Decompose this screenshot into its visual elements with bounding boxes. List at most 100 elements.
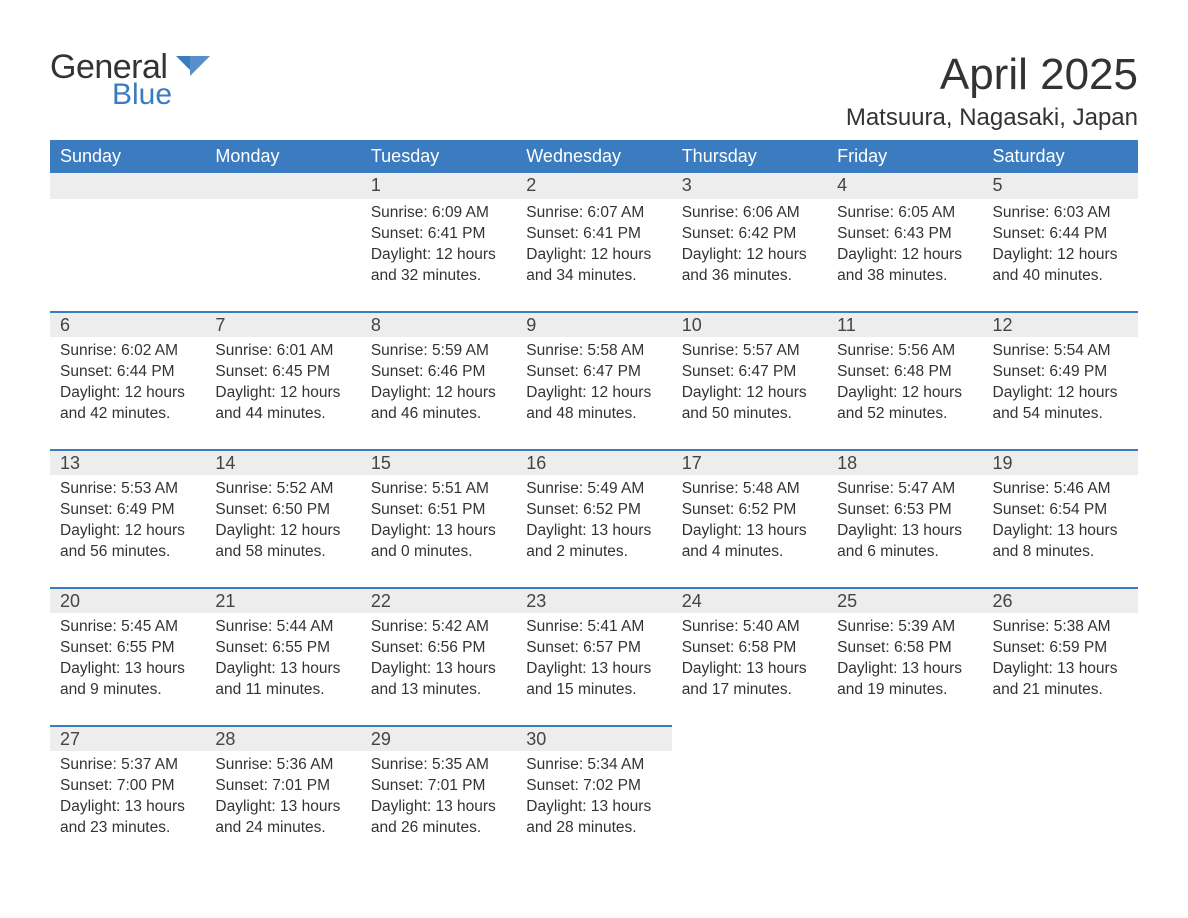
day-cell: 14Sunrise: 5:52 AMSunset: 6:50 PMDayligh… [205,449,360,587]
day-cell: 24Sunrise: 5:40 AMSunset: 6:58 PMDayligh… [672,587,827,725]
day-cell: 12Sunrise: 5:54 AMSunset: 6:49 PMDayligh… [983,311,1138,449]
sunrise-text: Sunrise: 5:34 AM [526,755,661,776]
day-body: Sunrise: 6:01 AMSunset: 6:45 PMDaylight:… [205,337,360,435]
day-body: Sunrise: 5:59 AMSunset: 6:46 PMDaylight:… [361,337,516,435]
daylight-text: Daylight: 12 hours and 38 minutes. [837,245,972,287]
day-body: Sunrise: 5:38 AMSunset: 6:59 PMDaylight:… [983,613,1138,711]
day-number-bar: 29 [361,725,516,751]
day-number-bar: 10 [672,311,827,337]
sunset-text: Sunset: 6:44 PM [993,224,1128,245]
sunrise-text: Sunrise: 5:41 AM [526,617,661,638]
day-cell: 2Sunrise: 6:07 AMSunset: 6:41 PMDaylight… [516,173,671,311]
day-body: Sunrise: 5:45 AMSunset: 6:55 PMDaylight:… [50,613,205,711]
sunset-text: Sunset: 7:00 PM [60,776,195,797]
daylight-text: Daylight: 12 hours and 56 minutes. [60,521,195,563]
sunrise-text: Sunrise: 5:37 AM [60,755,195,776]
sunrise-text: Sunrise: 6:09 AM [371,203,506,224]
sunset-text: Sunset: 6:47 PM [526,362,661,383]
sunset-text: Sunset: 6:51 PM [371,500,506,521]
day-body: Sunrise: 5:57 AMSunset: 6:47 PMDaylight:… [672,337,827,435]
day-cell: 17 Sunrise: 5:48 AMSunset: 6:52 PMDayligh… [672,449,827,587]
week-row: 20Sunrise: 5:45 AMSunset: 6:55 PMDayligh… [50,587,1138,725]
day-body: Sunrise: 5:44 AMSunset: 6:55 PMDaylight:… [205,613,360,711]
sunset-text: Sunset: 6:43 PM [837,224,972,245]
day-number-bar: 2 [516,173,671,199]
day-body: Sunrise: 5:53 AMSunset: 6:49 PMDaylight:… [50,475,205,573]
day-cell: 22Sunrise: 5:42 AMSunset: 6:56 PMDayligh… [361,587,516,725]
day-number-bar: 4 [827,173,982,199]
weekday-header: Saturday [983,140,1138,173]
daylight-text: Daylight: 13 hours and 23 minutes. [60,797,195,839]
location-subtitle: Matsuura, Nagasaki, Japan [846,104,1138,132]
sunset-text: Sunset: 6:53 PM [837,500,972,521]
day-number-bar: 7 [205,311,360,337]
sunset-text: Sunset: 6:57 PM [526,638,661,659]
day-number-bar: 1 [361,173,516,199]
daylight-text: Daylight: 12 hours and 50 minutes. [682,383,817,425]
titles: April 2025 Matsuura, Nagasaki, Japan [846,50,1138,132]
day-body: Sunrise: 5:51 AMSunset: 6:51 PMDaylight:… [361,475,516,573]
sunrise-text: Sunrise: 5:39 AM [837,617,972,638]
sunrise-text: Sunrise: 6:05 AM [837,203,972,224]
sunset-text: Sunset: 6:45 PM [215,362,350,383]
day-body: Sunrise: 5:37 AMSunset: 7:00 PMDaylight:… [50,751,205,849]
day-number-bar: 13 [50,449,205,475]
day-cell [983,725,1138,863]
sunset-text: Sunset: 6:52 PM [682,500,817,521]
sunrise-text: Sunrise: 5:52 AM [215,479,350,500]
daylight-text: Daylight: 12 hours and 52 minutes. [837,383,972,425]
day-cell [50,173,205,311]
daylight-text: Daylight: 12 hours and 34 minutes. [526,245,661,287]
day-number-bar: 23 [516,587,671,613]
day-number-bar: 20 [50,587,205,613]
sunrise-text: Sunrise: 5:58 AM [526,341,661,362]
day-body: Sunrise: 6:03 AMSunset: 6:44 PMDaylight:… [983,199,1138,297]
day-number-bar: 21 [205,587,360,613]
day-cell: 9Sunrise: 5:58 AMSunset: 6:47 PMDaylight… [516,311,671,449]
day-cell [827,725,982,863]
day-cell: 25Sunrise: 5:39 AMSunset: 6:58 PMDayligh… [827,587,982,725]
day-body: Sunrise: 5:49 AMSunset: 6:52 PMDaylight:… [516,475,671,573]
daylight-text: Daylight: 13 hours and 28 minutes. [526,797,661,839]
day-body: Sunrise: 5:35 AMSunset: 7:01 PMDaylight:… [361,751,516,849]
day-number-bar: 30 [516,725,671,751]
day-body: Sunrise: 5:41 AMSunset: 6:57 PMDaylight:… [516,613,671,711]
daylight-text: Daylight: 12 hours and 42 minutes. [60,383,195,425]
day-cell: 4 Sunrise: 6:05 AMSunset: 6:43 PMDaylight… [827,173,982,311]
sunset-text: Sunset: 7:02 PM [526,776,661,797]
day-number-bar: 19 [983,449,1138,475]
week-row: 6Sunrise: 6:02 AMSunset: 6:44 PMDaylight… [50,311,1138,449]
day-number-bar: 16 [516,449,671,475]
daylight-text: Daylight: 12 hours and 44 minutes. [215,383,350,425]
daylight-text: Daylight: 13 hours and 11 minutes. [215,659,350,701]
day-cell: 27Sunrise: 5:37 AMSunset: 7:00 PMDayligh… [50,725,205,863]
daylight-text: Daylight: 12 hours and 46 minutes. [371,383,506,425]
sunrise-text: Sunrise: 6:03 AM [993,203,1128,224]
day-cell: 26Sunrise: 5:38 AMSunset: 6:59 PMDayligh… [983,587,1138,725]
day-body: Sunrise: 5:54 AMSunset: 6:49 PMDaylight:… [983,337,1138,435]
day-number-bar: 26 [983,587,1138,613]
day-body: Sunrise: 5:40 AMSunset: 6:58 PMDaylight:… [672,613,827,711]
day-number-bar: 27 [50,725,205,751]
sunset-text: Sunset: 6:59 PM [993,638,1128,659]
daylight-text: Daylight: 13 hours and 4 minutes. [682,521,817,563]
day-number-bar: 15 [361,449,516,475]
sunrise-text: Sunrise: 5:36 AM [215,755,350,776]
sunrise-text: Sunrise: 6:06 AM [682,203,817,224]
daylight-text: Daylight: 12 hours and 58 minutes. [215,521,350,563]
sunrise-text: Sunrise: 5:40 AM [682,617,817,638]
sunrise-text: Sunrise: 5:42 AM [371,617,506,638]
calendar-table: Sunday Monday Tuesday Wednesday Thursday… [50,140,1138,863]
sunset-text: Sunset: 6:41 PM [526,224,661,245]
daylight-text: Daylight: 13 hours and 19 minutes. [837,659,972,701]
day-body: Sunrise: 6:02 AMSunset: 6:44 PMDaylight:… [50,337,205,435]
day-body: Sunrise: 5:36 AMSunset: 7:01 PMDaylight:… [205,751,360,849]
day-cell: 3Sunrise: 6:06 AMSunset: 6:42 PMDaylight… [672,173,827,311]
week-row: 27Sunrise: 5:37 AMSunset: 7:00 PMDayligh… [50,725,1138,863]
day-number-bar: 17 [672,449,827,475]
sunrise-text: Sunrise: 5:48 AM [682,479,817,500]
sunset-text: Sunset: 7:01 PM [215,776,350,797]
sunrise-text: Sunrise: 5:51 AM [371,479,506,500]
sunset-text: Sunset: 6:55 PM [215,638,350,659]
daylight-text: Daylight: 13 hours and 13 minutes. [371,659,506,701]
